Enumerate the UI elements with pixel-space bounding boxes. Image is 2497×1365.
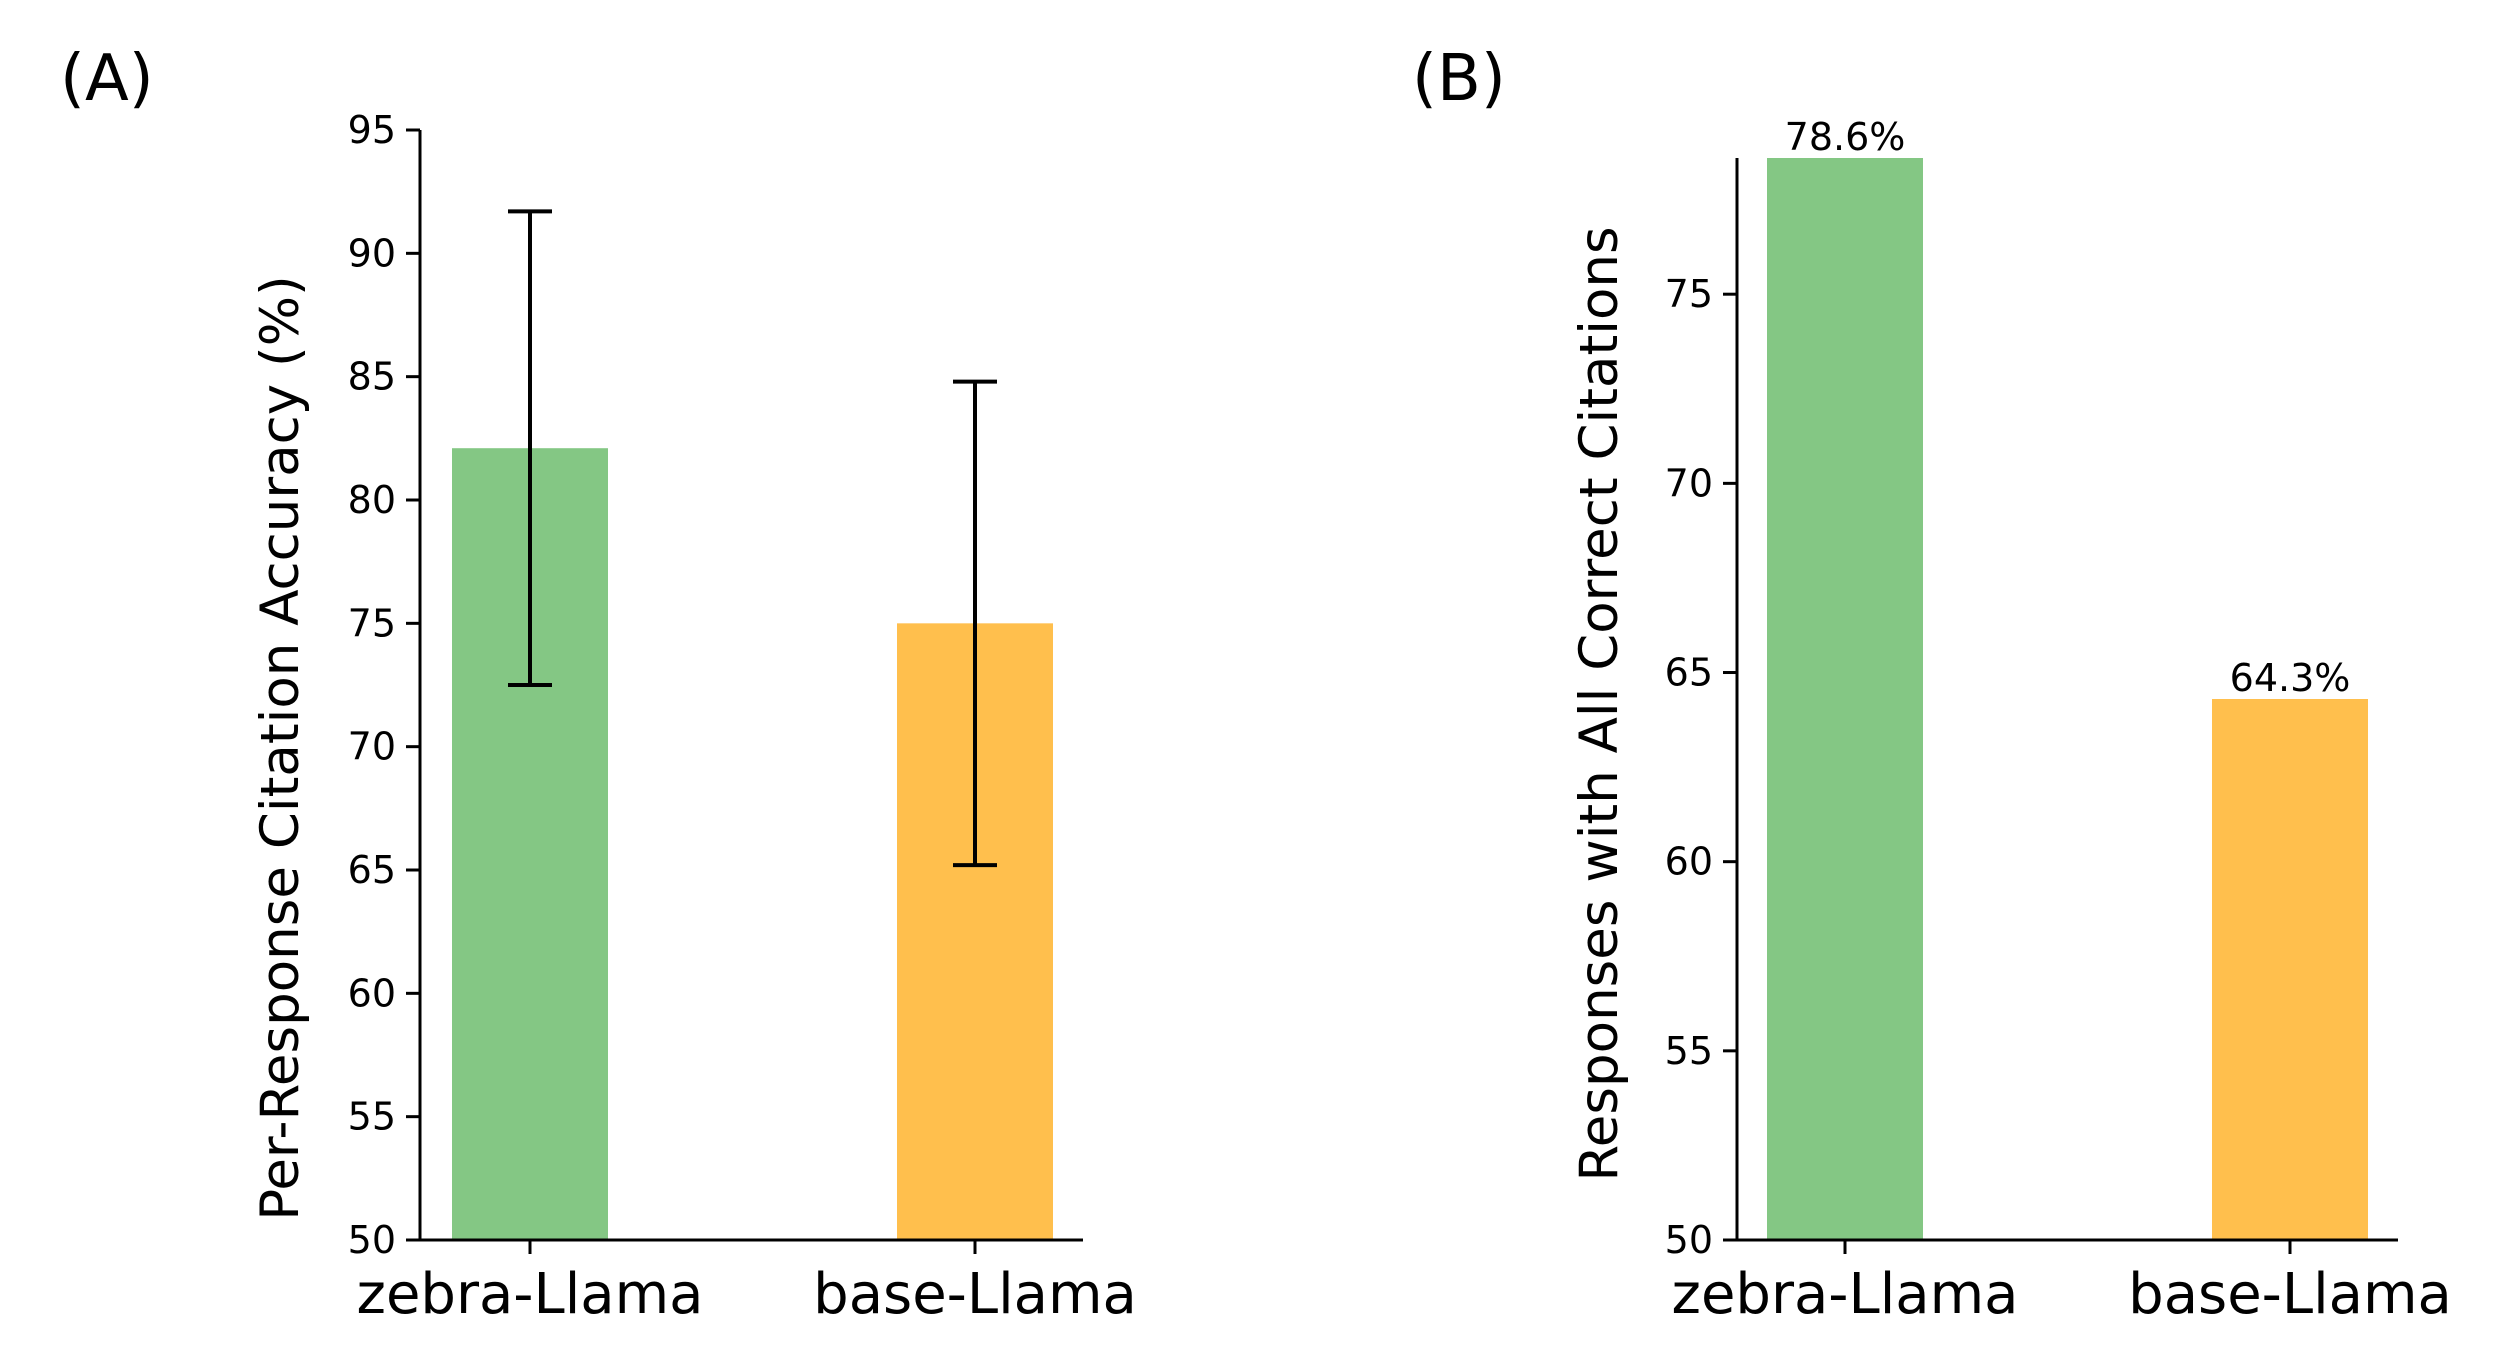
panel-b-y-tick-label-1: 55 [1665, 1029, 1713, 1073]
panel-a-y-tick-label-5: 75 [348, 601, 396, 645]
panel-b-y-tick-label-0: 50 [1665, 1218, 1713, 1262]
panel-b-data-label-1: 64.3% [2230, 656, 2351, 700]
panel-b-category-label-0: zebra-Llama [1672, 1262, 2019, 1327]
panel-b-category-label-1: base-Llama [2128, 1262, 2452, 1327]
panel-a-y-axis-title: Per-Response Citation Accuracy (%) [250, 275, 311, 1221]
panel-a-y-tick-label-9: 95 [348, 108, 396, 152]
panel-b-y-tick-label-2: 60 [1665, 840, 1713, 884]
panel-b-bar-0 [1767, 158, 1923, 1240]
panel-b-y-axis-title: Responses with All Correct Citations [1569, 226, 1630, 1181]
panel-a-label: (A) [60, 42, 154, 116]
panel-b-y-tick-label-4: 70 [1665, 461, 1713, 505]
panel-a-category-label-0: zebra-Llama [357, 1262, 704, 1327]
panel-b-bar-1 [2212, 699, 2368, 1240]
panel-b-label: (B) [1412, 42, 1506, 116]
panel-a-y-tick-label-4: 70 [348, 725, 396, 769]
panel-b-chart: (B) Responses with All Correct Citations… [1412, 42, 2452, 1327]
panel-b-y-tick-label-5: 75 [1665, 272, 1713, 316]
panel-a-y-tick-label-2: 60 [348, 971, 396, 1015]
panel-a-y-tick-label-7: 85 [348, 355, 396, 399]
panel-a-y-tick-label-0: 50 [348, 1218, 396, 1262]
panel-a-y-tick-label-1: 55 [348, 1095, 396, 1139]
panel-a-error-bar-0 [508, 209, 552, 687]
panel-a-y-tick-label-3: 65 [348, 848, 396, 892]
panel-a-category-label-1: base-Llama [813, 1262, 1137, 1327]
panel-a-error-bar-1 [953, 379, 997, 868]
panel-a-chart: (A) Per-Response Citation Accuracy (%) 5… [60, 42, 1137, 1327]
panel-b-data-label-0: 78.6% [1785, 115, 1906, 159]
panel-a-y-tick-label-6: 80 [348, 478, 396, 522]
panel-a-y-tick-label-8: 90 [348, 231, 396, 275]
panel-b-y-tick-label-3: 65 [1665, 651, 1713, 695]
